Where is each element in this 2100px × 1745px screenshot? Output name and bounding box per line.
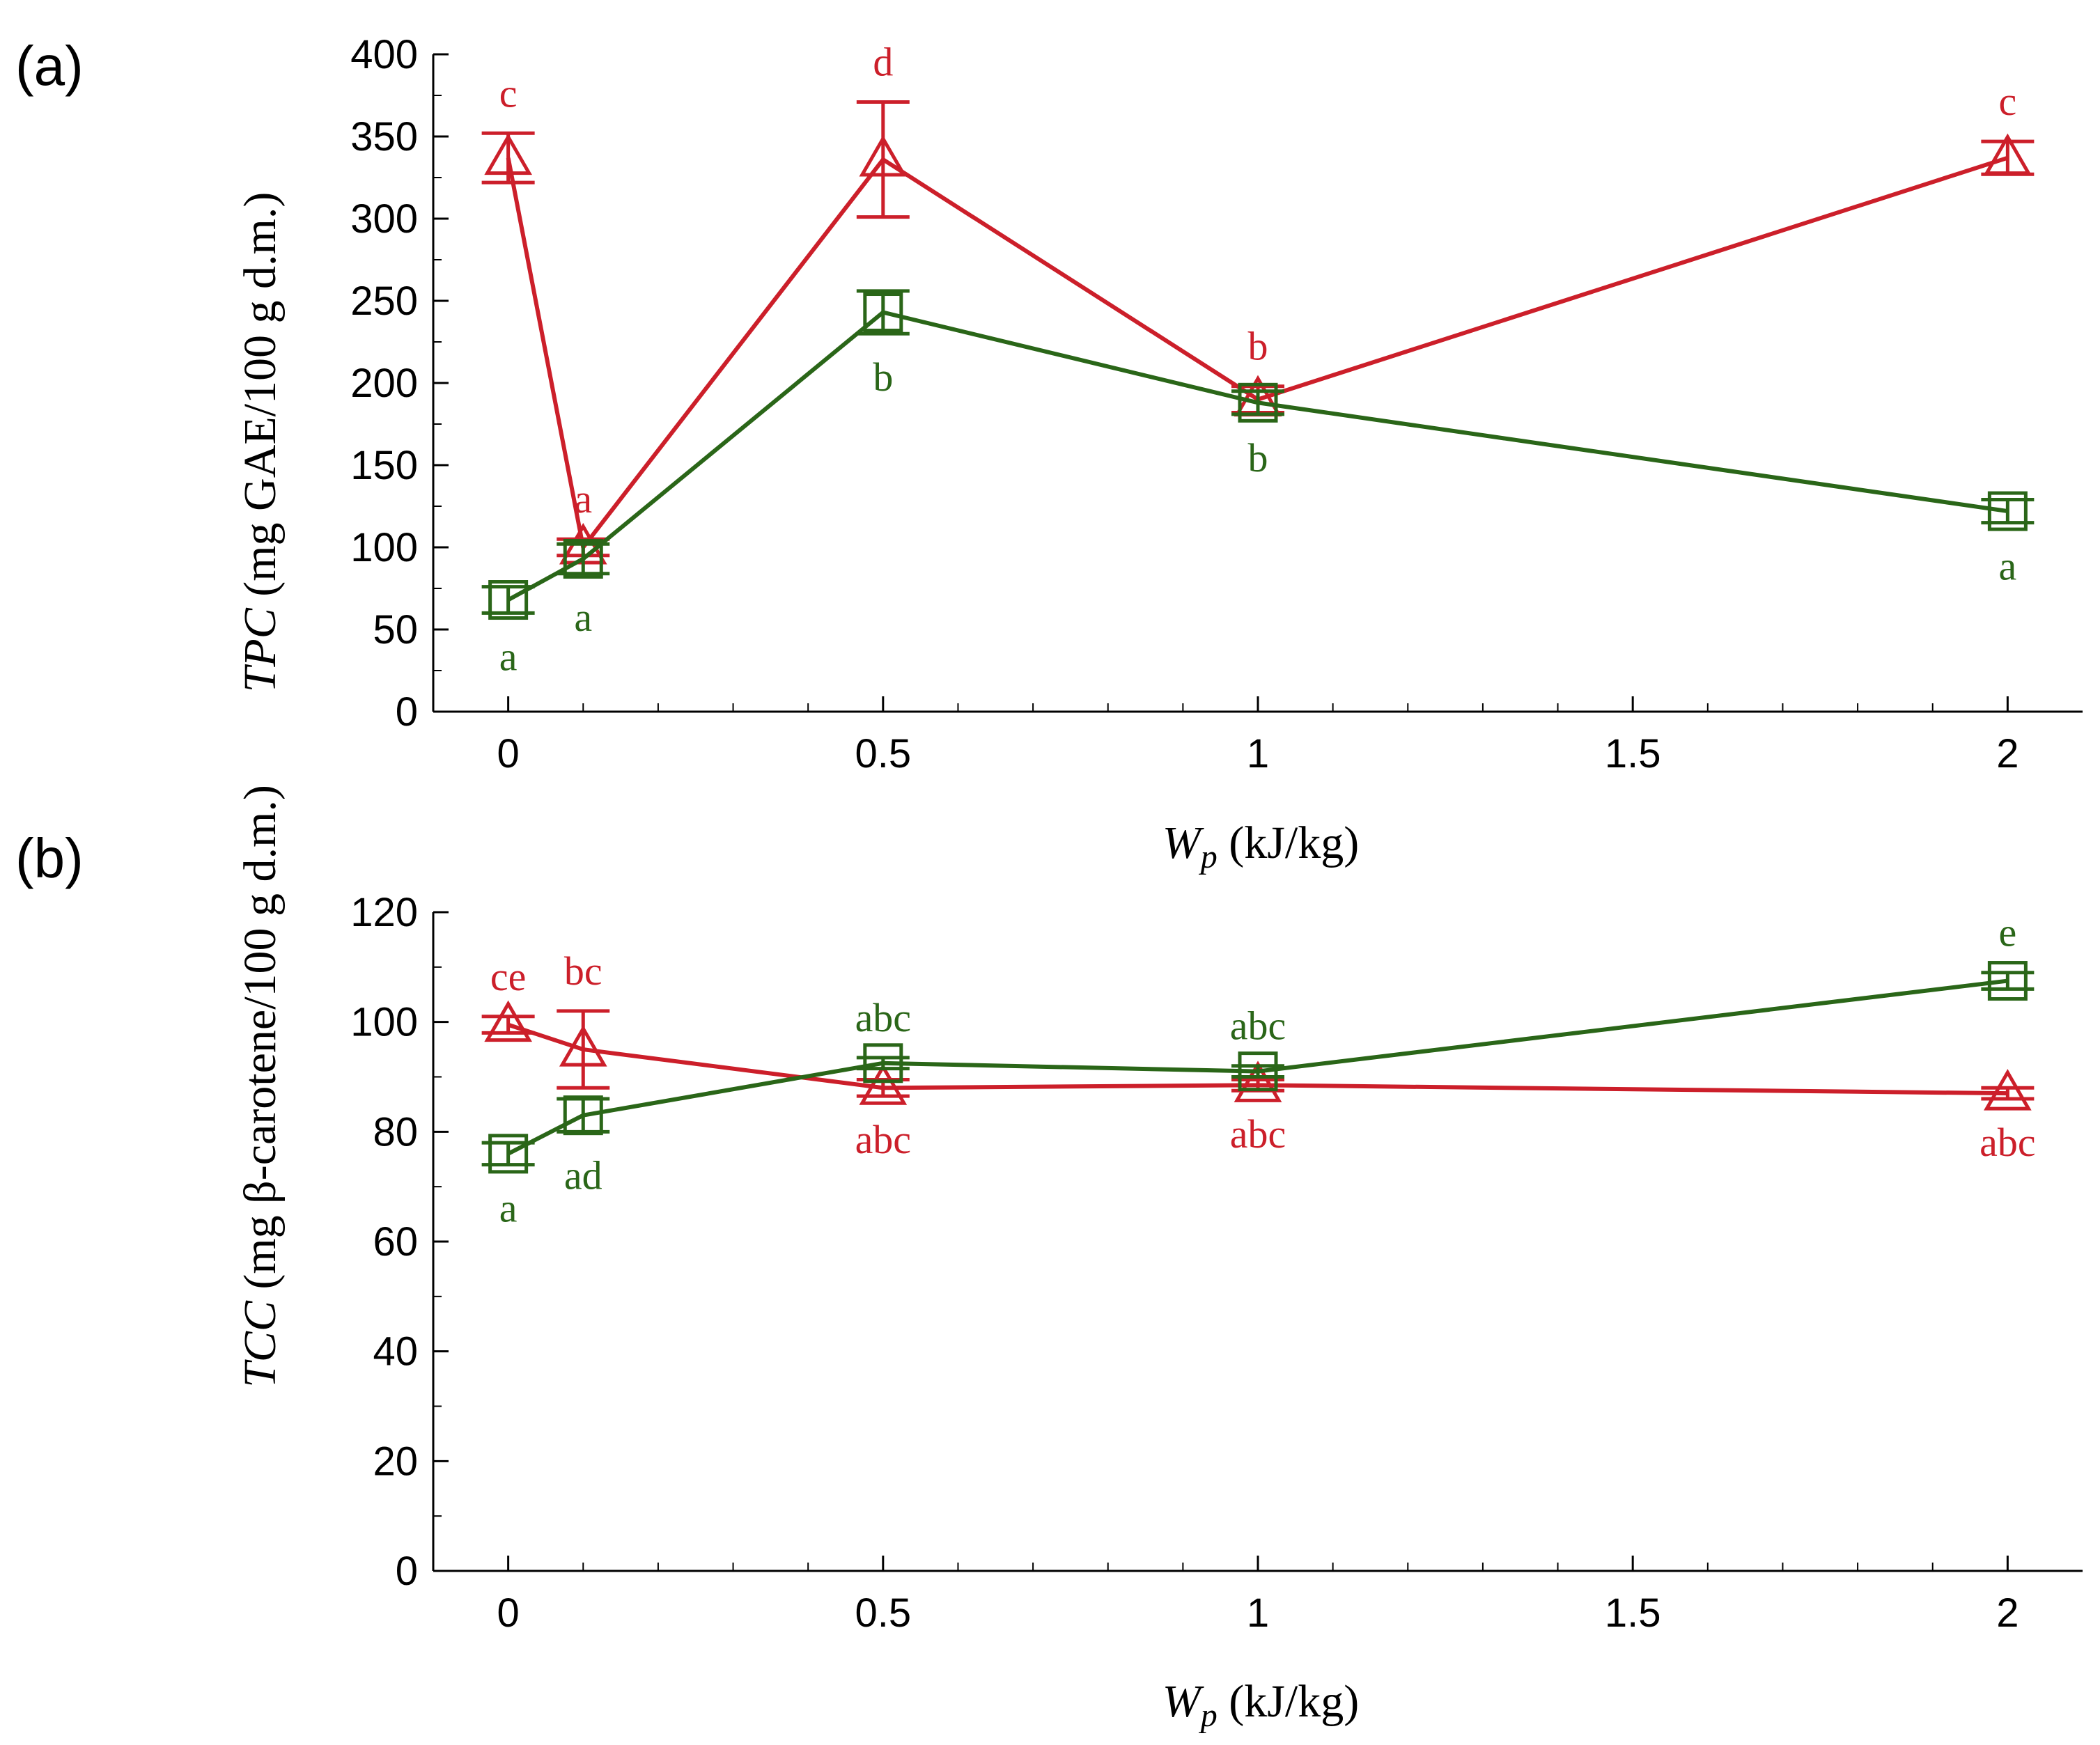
y-tick-label: 200 [350,361,418,406]
square-marker [563,1095,603,1136]
square-marker [488,1134,529,1174]
y-tick-label: 120 [350,890,418,935]
y-tick-label: 40 [373,1329,418,1375]
significance-label: b [1248,435,1268,480]
square-marker [488,580,529,620]
square-marker [1238,382,1278,423]
x-tick-label: 0 [497,1590,520,1636]
panel-b-label: (b) [15,827,84,889]
y-tick-label: 0 [396,689,418,735]
x-tick-label: 0.5 [855,1590,911,1636]
y-tick-label: 100 [350,1000,418,1045]
triangle-marker [484,133,532,175]
triangle-marker [1234,1061,1282,1102]
panel-b-x-axis-title: Wp (kJ/kg) [1162,1676,1359,1734]
significance-label: abc [1230,1111,1286,1157]
panel-b-y-axis-title: TCC (mg β-carotene/100 g d.m.) [235,785,286,1388]
series-red-triangles: ce bc abc abc abc [481,948,2036,1165]
significance-label: e [1998,910,2016,955]
significance-label: ce [490,954,527,999]
x-tick-label: 1 [1247,1590,1269,1636]
y-tick-label: 350 [350,114,418,159]
triangle-marker [559,1025,607,1067]
y-tick-label: 300 [350,196,418,242]
significance-label: a [574,595,592,640]
significance-label: a [499,634,518,679]
y-tick-label: 20 [373,1439,418,1484]
x-tick-label: 1.5 [1605,731,1661,776]
x-tick-label: 0.5 [855,731,911,776]
x-tick-label: 0 [497,731,520,776]
panel-b: (b) TCC (mg β-carotene/100 g d.m.) Wp (k… [15,785,2083,1734]
series-green-squares: a ad abc abc e [481,910,2035,1231]
panel-a-label: (a) [15,35,84,97]
square-marker [563,539,603,579]
x-tick-label: 1 [1247,731,1269,776]
square-marker [1987,961,2028,1001]
series-red-triangles: c a d b c [481,39,2035,565]
significance-label: c [499,70,518,116]
significance-label: b [1248,324,1268,369]
x-tick-label: 2 [1996,1590,2019,1636]
y-tick-label: 400 [350,32,418,77]
square-marker [863,1043,903,1083]
significance-label: abc [1230,1003,1286,1049]
y-tick-label: 60 [373,1219,418,1265]
triangle-marker [859,1063,908,1105]
triangle-marker [1984,1069,2032,1111]
significance-label: abc [855,995,912,1040]
significance-label: d [873,39,893,84]
y-tick-label: 150 [350,443,418,488]
significance-label: abc [1980,1120,2036,1165]
panel-a: (a) TPC (mg GAE/100 g d.m.) Wp (kJ/kg) 0… [15,32,2083,875]
square-marker [1987,491,2028,531]
series-green-squares: a a b b a [481,289,2035,679]
y-tick-label: 50 [373,607,418,652]
triangle-marker [1984,133,2032,175]
significance-label: a [499,1186,518,1231]
y-tick-label: 80 [373,1109,418,1155]
triangle-marker [484,1000,532,1042]
panel-a-x-axis-title: Wp (kJ/kg) [1162,817,1359,875]
x-tick-label: 2 [1996,731,2019,776]
significance-label: ad [564,1152,602,1198]
square-marker [1238,1051,1278,1092]
significance-label: bc [564,948,602,994]
y-tick-label: 100 [350,525,418,570]
square-marker [863,292,903,333]
significance-label: b [873,354,893,400]
y-tick-label: 0 [396,1549,418,1594]
triangle-marker [859,135,908,177]
y-tick-label: 250 [350,279,418,324]
significance-label: a [574,476,592,522]
significance-label: c [1998,79,2016,124]
significance-label: a [1998,544,2016,589]
significance-label: abc [855,1117,912,1162]
x-tick-label: 1.5 [1605,1590,1661,1636]
panel-a-y-axis-title: TPC (mg GAE/100 g d.m.) [235,192,286,693]
